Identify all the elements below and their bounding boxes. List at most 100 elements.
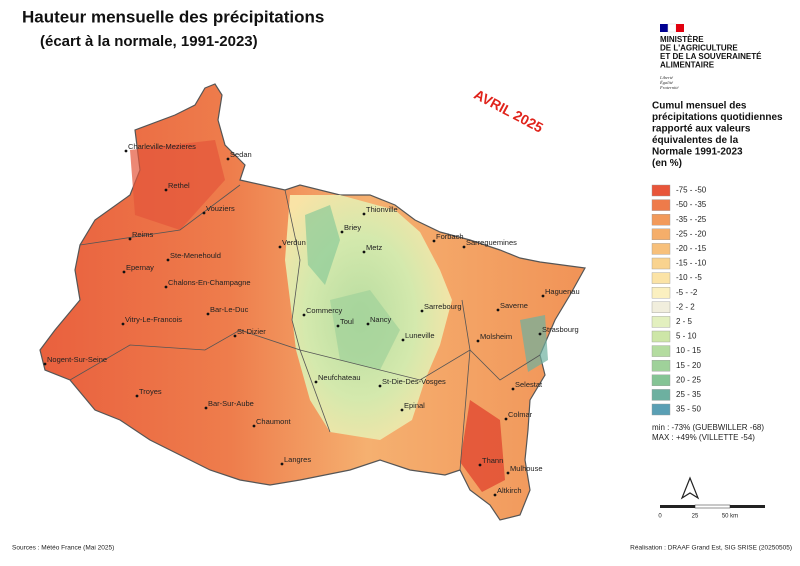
town-dot xyxy=(302,313,306,317)
legend-swatch xyxy=(651,403,671,416)
town-label: Luneville xyxy=(405,331,435,340)
legend-label: 2 - 5 xyxy=(676,317,693,326)
town-dot xyxy=(538,332,542,336)
legend-label: -10 - -5 xyxy=(676,273,702,282)
town-label: Bar-Sur-Aube xyxy=(208,399,254,408)
legend-label: 20 - 25 xyxy=(676,375,701,384)
town-dot xyxy=(166,258,170,262)
department-border xyxy=(284,189,301,351)
wet-core xyxy=(520,315,548,372)
legend-label: -5 - -2 xyxy=(676,288,698,297)
legend-swatch xyxy=(651,199,671,211)
legend-label: -75 - -50 xyxy=(676,186,707,195)
town-labels: Charleville-Mezieres Sedan Rethel Vouziers R… xyxy=(43,142,580,497)
town-dot xyxy=(278,245,282,249)
legend-swatch xyxy=(651,184,671,197)
town-dot xyxy=(124,149,128,153)
town-label: Nogent-Sur-Seine xyxy=(47,355,107,364)
ministry-line: ET DE LA SOUVERAINETÉ xyxy=(660,52,762,61)
town-dot xyxy=(336,324,340,328)
wet-core xyxy=(330,290,400,370)
legend-swatch xyxy=(651,213,671,226)
town-label: Epernay xyxy=(126,263,154,272)
legend-title: rapporté aux valeurs xyxy=(652,124,751,135)
town-dot xyxy=(366,322,370,326)
legend-label: 15 - 20 xyxy=(676,361,701,370)
town-label: Saverne xyxy=(500,301,528,310)
town-dot xyxy=(206,312,210,316)
town-dot xyxy=(43,362,47,366)
town-dot xyxy=(121,322,125,326)
town-dot xyxy=(401,338,405,342)
town-label: Vitry-Le-Francois xyxy=(125,315,182,324)
town-dot xyxy=(378,384,382,388)
flag-red xyxy=(676,24,684,32)
region-map xyxy=(39,83,586,521)
motto: Fraternité xyxy=(659,85,679,90)
flag-blue xyxy=(660,24,668,32)
town-dot xyxy=(340,230,344,234)
town-dot xyxy=(164,188,168,192)
department-border xyxy=(69,329,331,433)
legend-title: Cumul mensuel des xyxy=(652,101,747,112)
legend-swatch xyxy=(651,345,671,357)
town-label: Vouziers xyxy=(206,204,235,213)
town-label: Toul xyxy=(340,317,354,326)
town-label: Nancy xyxy=(370,315,392,324)
department-border xyxy=(459,299,471,471)
town-label: Ste-Menehould xyxy=(170,251,221,260)
legend-swatch xyxy=(651,330,671,343)
legend-title: (en %) xyxy=(652,158,682,169)
town-dot xyxy=(506,471,510,475)
town-label: Commercy xyxy=(306,306,343,315)
town-label: Haguenau xyxy=(545,287,580,296)
legend-label: -15 - -10 xyxy=(676,259,707,268)
town-dot xyxy=(541,294,545,298)
title: Hauteur mensuelle des précipitations xyxy=(22,7,324,26)
sources: Sources : Météo France (Mai 2025) xyxy=(12,545,114,552)
town-label: Sarreguemines xyxy=(466,238,517,247)
legend-label: 10 - 15 xyxy=(676,346,701,355)
legend-swatch xyxy=(651,316,671,328)
town-dot xyxy=(226,157,230,161)
legend-swatch xyxy=(651,228,671,241)
town-dot xyxy=(478,463,482,467)
town-label: Chaumont xyxy=(256,417,292,426)
town-label: Colmar xyxy=(508,410,533,419)
town-label: Metz xyxy=(366,243,383,252)
town-dot xyxy=(233,334,237,338)
town-dot xyxy=(122,270,126,274)
town-dot xyxy=(202,211,206,215)
town-label: Sarrebourg xyxy=(424,302,462,311)
town-label: Thionville xyxy=(366,205,398,214)
legend-swatch xyxy=(651,360,671,372)
town-label: Forbach xyxy=(436,232,464,241)
legend-label: -20 - -15 xyxy=(676,244,707,253)
legend-swatch xyxy=(651,257,671,270)
motto: Égalité xyxy=(659,80,674,85)
dry-core xyxy=(130,140,225,230)
town-label: Selestat xyxy=(515,380,543,389)
town-dot xyxy=(420,309,424,313)
town-dot xyxy=(462,245,466,249)
dry-core xyxy=(460,400,505,492)
legend-swatch xyxy=(651,243,671,255)
town-label: Reims xyxy=(132,230,154,239)
town-label: Langres xyxy=(284,455,311,464)
scale-bar xyxy=(660,504,765,509)
legend-max: MAX : +49% (VILLETTE -54) xyxy=(652,433,755,442)
legend-label: 5 - 10 xyxy=(676,332,697,341)
legend-label: -25 - -20 xyxy=(676,229,707,238)
town-dot xyxy=(280,462,284,466)
legend-title: précipitations quotidiennes xyxy=(652,112,783,123)
subtitle: (écart à la normale, 1991-2023) xyxy=(40,33,258,50)
town-dot xyxy=(135,394,139,398)
town-label: Rethel xyxy=(168,181,190,190)
town-label: Neufchateau xyxy=(318,373,361,382)
town-label: Sedan xyxy=(230,150,252,159)
scale-label: 50 km xyxy=(722,514,738,520)
town-label: Troyes xyxy=(139,387,162,396)
town-label: St-Dizier xyxy=(237,327,266,336)
town-dot xyxy=(400,408,404,412)
